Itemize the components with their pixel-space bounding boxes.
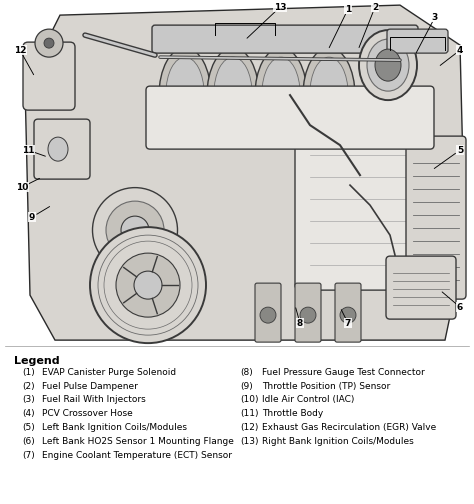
Text: 9: 9 <box>29 213 35 222</box>
Ellipse shape <box>106 201 164 259</box>
Text: Throttle Body: Throttle Body <box>262 409 323 418</box>
FancyBboxPatch shape <box>295 110 425 290</box>
Text: (8): (8) <box>240 368 253 377</box>
Ellipse shape <box>359 30 417 100</box>
Text: Idle Air Control (IAC): Idle Air Control (IAC) <box>262 396 355 404</box>
Text: Left Bank Ignition Coils/Modules: Left Bank Ignition Coils/Modules <box>42 423 187 432</box>
Ellipse shape <box>262 57 300 129</box>
Text: (11): (11) <box>240 409 258 418</box>
FancyBboxPatch shape <box>23 42 75 110</box>
Text: (6): (6) <box>22 437 35 446</box>
FancyBboxPatch shape <box>152 25 418 53</box>
Circle shape <box>134 271 162 299</box>
Text: 13: 13 <box>274 3 286 12</box>
Text: (9): (9) <box>240 382 253 391</box>
FancyBboxPatch shape <box>34 119 90 179</box>
Ellipse shape <box>159 47 211 143</box>
Ellipse shape <box>166 57 204 129</box>
Text: Throttle Position (TP) Sensor: Throttle Position (TP) Sensor <box>262 382 390 391</box>
Text: 7: 7 <box>345 319 351 328</box>
Text: Engine Coolant Temperature (ECT) Sensor: Engine Coolant Temperature (ECT) Sensor <box>42 451 232 460</box>
FancyBboxPatch shape <box>146 86 434 149</box>
Text: 11: 11 <box>22 146 34 155</box>
Text: Legend: Legend <box>14 356 60 366</box>
Ellipse shape <box>367 39 409 91</box>
Circle shape <box>116 253 180 317</box>
Text: (10): (10) <box>240 396 258 404</box>
Text: 8: 8 <box>297 319 303 328</box>
FancyBboxPatch shape <box>335 283 361 342</box>
FancyBboxPatch shape <box>387 29 448 53</box>
Circle shape <box>44 38 54 48</box>
Circle shape <box>260 307 276 323</box>
Text: 5: 5 <box>457 146 463 155</box>
Text: (7): (7) <box>22 451 35 460</box>
Text: 2: 2 <box>372 3 378 12</box>
Circle shape <box>90 227 206 343</box>
Ellipse shape <box>48 137 68 161</box>
Text: (4): (4) <box>22 409 35 418</box>
Text: (12): (12) <box>240 423 258 432</box>
Text: (5): (5) <box>22 423 35 432</box>
Ellipse shape <box>214 57 252 129</box>
Ellipse shape <box>375 49 401 81</box>
Ellipse shape <box>121 216 149 244</box>
Text: 12: 12 <box>14 46 26 54</box>
Circle shape <box>300 307 316 323</box>
Text: (13): (13) <box>240 437 258 446</box>
Text: Fuel Rail With Injectors: Fuel Rail With Injectors <box>42 396 146 404</box>
Text: 1: 1 <box>345 5 351 14</box>
Text: 6: 6 <box>457 302 463 311</box>
Text: 10: 10 <box>16 182 28 192</box>
FancyBboxPatch shape <box>295 283 321 342</box>
Text: Right Bank Ignition Coils/Modules: Right Bank Ignition Coils/Modules <box>262 437 414 446</box>
Text: (1): (1) <box>22 368 35 377</box>
FancyBboxPatch shape <box>255 283 281 342</box>
Text: (3): (3) <box>22 396 35 404</box>
Circle shape <box>35 29 63 57</box>
Ellipse shape <box>207 47 259 143</box>
Text: Fuel Pulse Dampener: Fuel Pulse Dampener <box>42 382 138 391</box>
Ellipse shape <box>92 187 177 273</box>
Ellipse shape <box>303 47 355 143</box>
Text: Left Bank HO2S Sensor 1 Mounting Flange: Left Bank HO2S Sensor 1 Mounting Flange <box>42 437 234 446</box>
Ellipse shape <box>310 57 348 129</box>
FancyBboxPatch shape <box>406 136 466 299</box>
Text: PCV Crossover Hose: PCV Crossover Hose <box>42 409 133 418</box>
Text: Fuel Pressure Gauge Test Connector: Fuel Pressure Gauge Test Connector <box>262 368 425 377</box>
Text: EVAP Canister Purge Solenoid: EVAP Canister Purge Solenoid <box>42 368 176 377</box>
Polygon shape <box>25 5 465 340</box>
Text: 3: 3 <box>432 13 438 22</box>
FancyBboxPatch shape <box>386 256 456 319</box>
Ellipse shape <box>255 47 307 143</box>
Text: Exhaust Gas Recirculation (EGR) Valve: Exhaust Gas Recirculation (EGR) Valve <box>262 423 436 432</box>
Circle shape <box>340 307 356 323</box>
Text: 4: 4 <box>457 46 463 54</box>
Text: (2): (2) <box>22 382 35 391</box>
